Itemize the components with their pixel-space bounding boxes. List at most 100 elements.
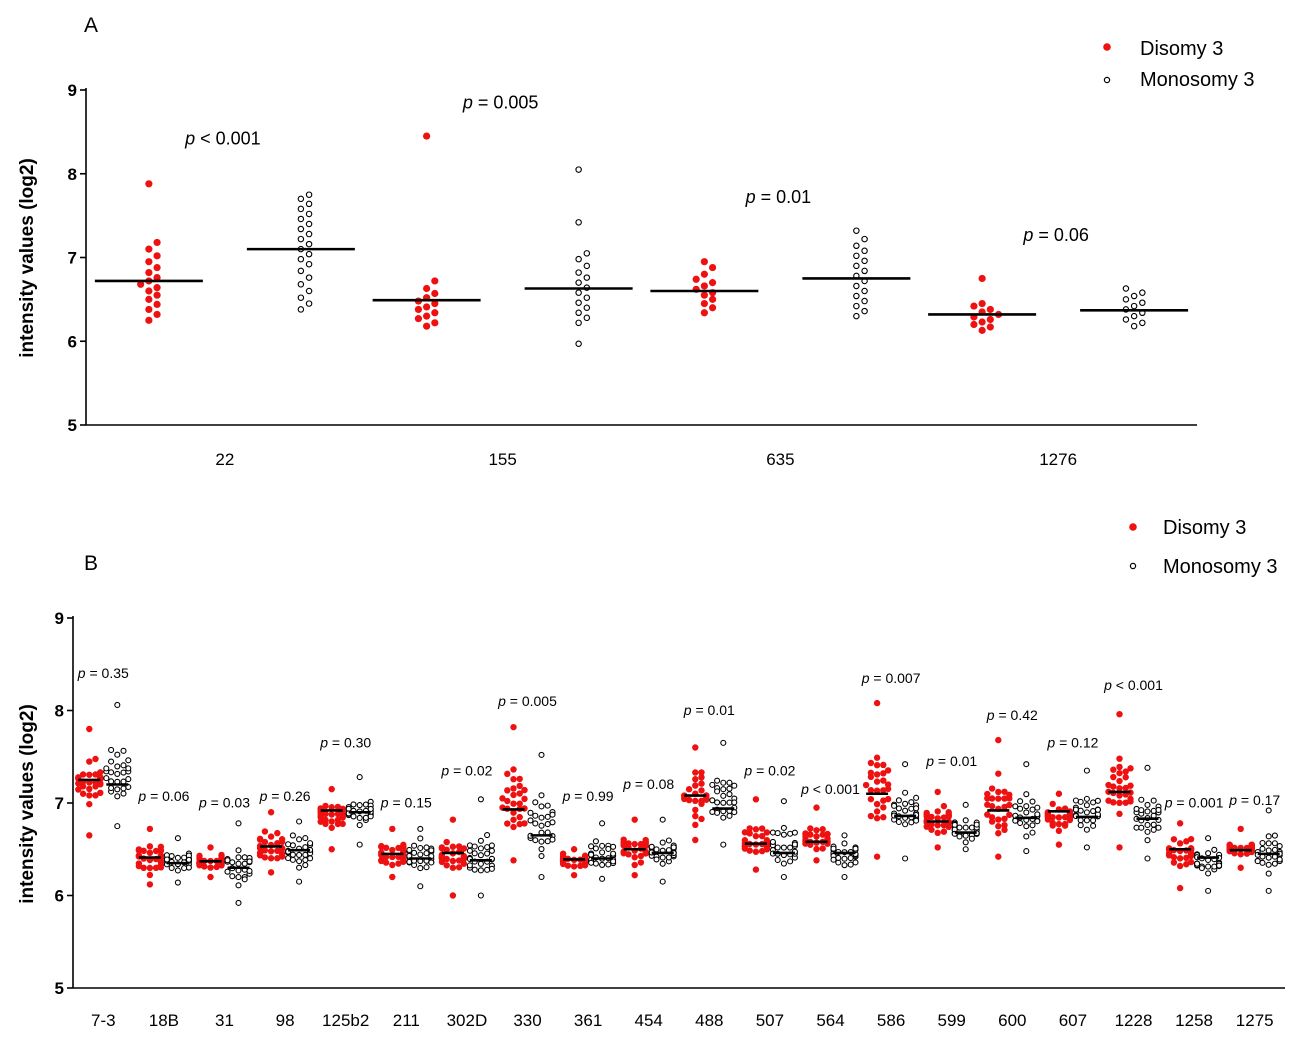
monosomy-point <box>1017 819 1024 827</box>
disomy-point <box>880 787 887 794</box>
monosomy-point <box>1090 822 1097 829</box>
disomy-point <box>196 852 203 860</box>
monosomy-point <box>709 781 716 788</box>
disomy-point <box>516 775 523 783</box>
monosomy-point <box>544 838 551 845</box>
x-tick-label: 361 <box>574 1011 602 1030</box>
disomy-point <box>261 838 269 846</box>
disomy-point <box>620 839 627 846</box>
disomy-point <box>819 845 826 852</box>
disomy-point <box>700 309 708 317</box>
disomy-point <box>995 736 1002 744</box>
disomy-point <box>521 795 528 803</box>
disomy-point <box>400 858 407 865</box>
monosomy-point <box>305 300 313 307</box>
monosomy-point <box>1265 887 1272 894</box>
disomy-point <box>1248 842 1255 849</box>
disomy-point <box>978 326 986 334</box>
disomy-point <box>395 860 402 867</box>
legend-a-disomy-label: Disomy 3 <box>1140 38 1223 60</box>
x-tick-label: 31 <box>215 1011 234 1030</box>
disomy-point <box>559 850 567 857</box>
monosomy-point <box>665 837 672 844</box>
disomy-point <box>1170 859 1178 866</box>
monosomy-point <box>962 817 969 824</box>
panel-a: A intensity values (log2) Disomy 3 Monos… <box>17 14 1255 469</box>
monosomy-point <box>774 830 781 837</box>
monosomy-point <box>1122 285 1130 292</box>
y-tick-label: 6 <box>68 332 77 351</box>
monosomy-point <box>908 805 915 812</box>
p-value-annotation: p = 0.001 <box>1164 795 1224 811</box>
monosomy-point <box>538 852 545 860</box>
monosomy-point <box>1259 839 1266 847</box>
disomy-point <box>322 816 329 824</box>
disomy-point <box>153 274 161 282</box>
disomy-point <box>274 840 281 847</box>
disomy-point <box>378 857 385 865</box>
disomy-point <box>449 843 457 850</box>
disomy-point <box>97 769 104 776</box>
disomy-point <box>1105 797 1112 804</box>
monosomy-point <box>599 849 606 856</box>
disomy-point <box>1110 766 1117 773</box>
disomy-point <box>86 832 93 839</box>
monosomy-point <box>714 777 721 784</box>
monosomy-point <box>1271 840 1278 847</box>
disomy-point <box>1006 801 1013 809</box>
monosomy-point <box>575 279 582 286</box>
monosomy-point <box>780 860 787 867</box>
panel-b: B intensity values (log2) Disomy 3 Monos… <box>17 517 1285 1030</box>
disomy-point <box>995 853 1002 860</box>
disomy-point <box>995 830 1002 837</box>
p-value-annotation: p = 0.08 <box>622 776 674 792</box>
disomy-point <box>700 299 708 308</box>
disomy-point <box>153 284 161 292</box>
disomy-point <box>1116 755 1123 762</box>
monosomy-point <box>224 868 231 875</box>
disomy-point <box>940 814 948 821</box>
disomy-point <box>145 287 153 295</box>
monosomy-point <box>527 809 534 816</box>
disomy-point <box>431 277 439 285</box>
disomy-point <box>1237 825 1244 833</box>
disomy-point <box>986 305 994 314</box>
disomy-point <box>758 832 766 840</box>
monosomy-point <box>471 843 478 850</box>
disomy-point <box>460 860 468 867</box>
monosomy-point <box>1150 807 1157 814</box>
x-tick-label: 155 <box>488 450 516 469</box>
monosomy-point <box>297 235 305 243</box>
disomy-point <box>995 795 1002 802</box>
disomy-point <box>1049 822 1056 829</box>
monosomy-point <box>305 260 313 268</box>
disomy-point <box>692 836 699 844</box>
disomy-point <box>1183 861 1190 868</box>
disomy-point <box>382 853 390 861</box>
y-tick-label: 5 <box>55 979 64 998</box>
monosomy-point <box>1133 805 1140 812</box>
monosomy-point <box>297 195 305 203</box>
disomy-point <box>1110 773 1117 781</box>
disomy-point <box>631 816 638 823</box>
p-value-annotation: p = 0.007 <box>861 670 921 686</box>
disomy-point <box>995 823 1002 830</box>
monosomy-point <box>224 857 231 864</box>
disomy-point <box>1044 816 1052 823</box>
monosomy-point <box>296 836 303 843</box>
monosomy-point <box>1265 870 1272 877</box>
disomy-point <box>1116 844 1123 851</box>
monosomy-point <box>484 866 491 873</box>
monosomy-point <box>350 801 357 808</box>
monosomy-point <box>1144 855 1151 862</box>
disomy-point <box>431 299 439 308</box>
disomy-point <box>460 852 468 860</box>
p-value-annotation: p = 0.35 <box>77 665 129 681</box>
disomy-point <box>145 245 153 253</box>
monosomy-point <box>108 746 115 754</box>
disomy-point <box>1116 810 1123 818</box>
monosomy-point <box>417 883 424 890</box>
disomy-point <box>153 238 161 247</box>
disomy-point <box>1176 820 1184 827</box>
monosomy-point <box>1138 807 1145 814</box>
